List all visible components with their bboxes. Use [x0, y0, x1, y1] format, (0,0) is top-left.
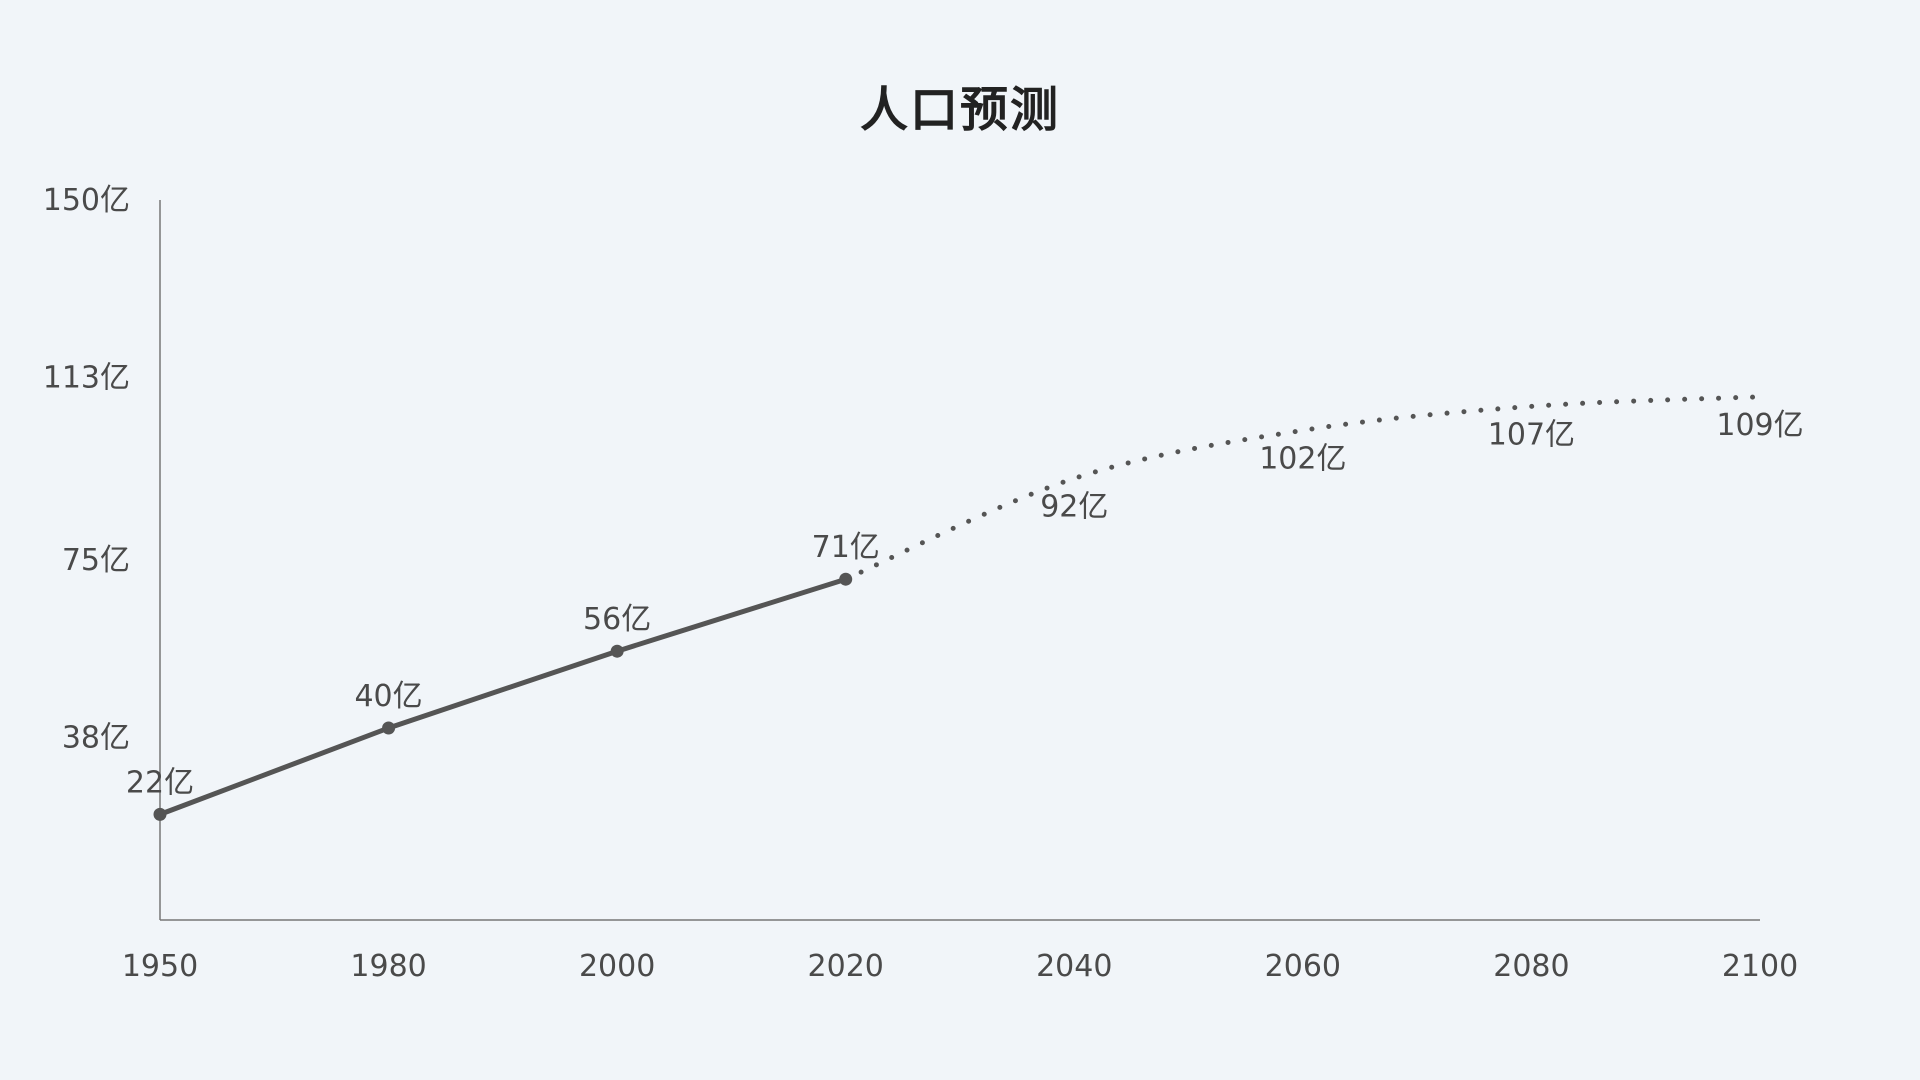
- x-tick-label: 2100: [1722, 949, 1798, 984]
- historical-data-label: 40亿: [354, 679, 422, 714]
- historical-data-label: 22亿: [126, 765, 194, 800]
- projection-data-label: 102亿: [1259, 441, 1346, 476]
- historical-data-point: [153, 807, 167, 821]
- historical-data-point: [382, 721, 396, 735]
- x-tick-label: 2000: [579, 949, 655, 984]
- x-tick-label: 2040: [1036, 949, 1112, 984]
- x-tick-label: 2060: [1265, 949, 1341, 984]
- y-tick-label: 150亿: [43, 183, 130, 218]
- x-tick-label: 1950: [122, 949, 198, 984]
- y-tick-label: 75亿: [62, 543, 130, 578]
- historical-data-label: 71亿: [812, 530, 880, 565]
- x-tick-label: 1980: [350, 949, 426, 984]
- x-tick-label: 2080: [1493, 949, 1569, 984]
- x-tick-label: 2020: [808, 949, 884, 984]
- historical-series-line: [157, 576, 849, 817]
- projection-data-label: 107亿: [1488, 417, 1575, 452]
- projection-data-label: 92亿: [1040, 489, 1108, 524]
- y-tick-label: 38亿: [62, 721, 130, 756]
- historical-data-point: [610, 644, 624, 658]
- chart-title: 人口预测: [859, 82, 1060, 138]
- projection-series-line: [843, 394, 1763, 582]
- historical-data-label: 56亿: [583, 602, 651, 637]
- y-tick-label: 113亿: [43, 361, 130, 396]
- projection-data-label: 109亿: [1716, 408, 1803, 443]
